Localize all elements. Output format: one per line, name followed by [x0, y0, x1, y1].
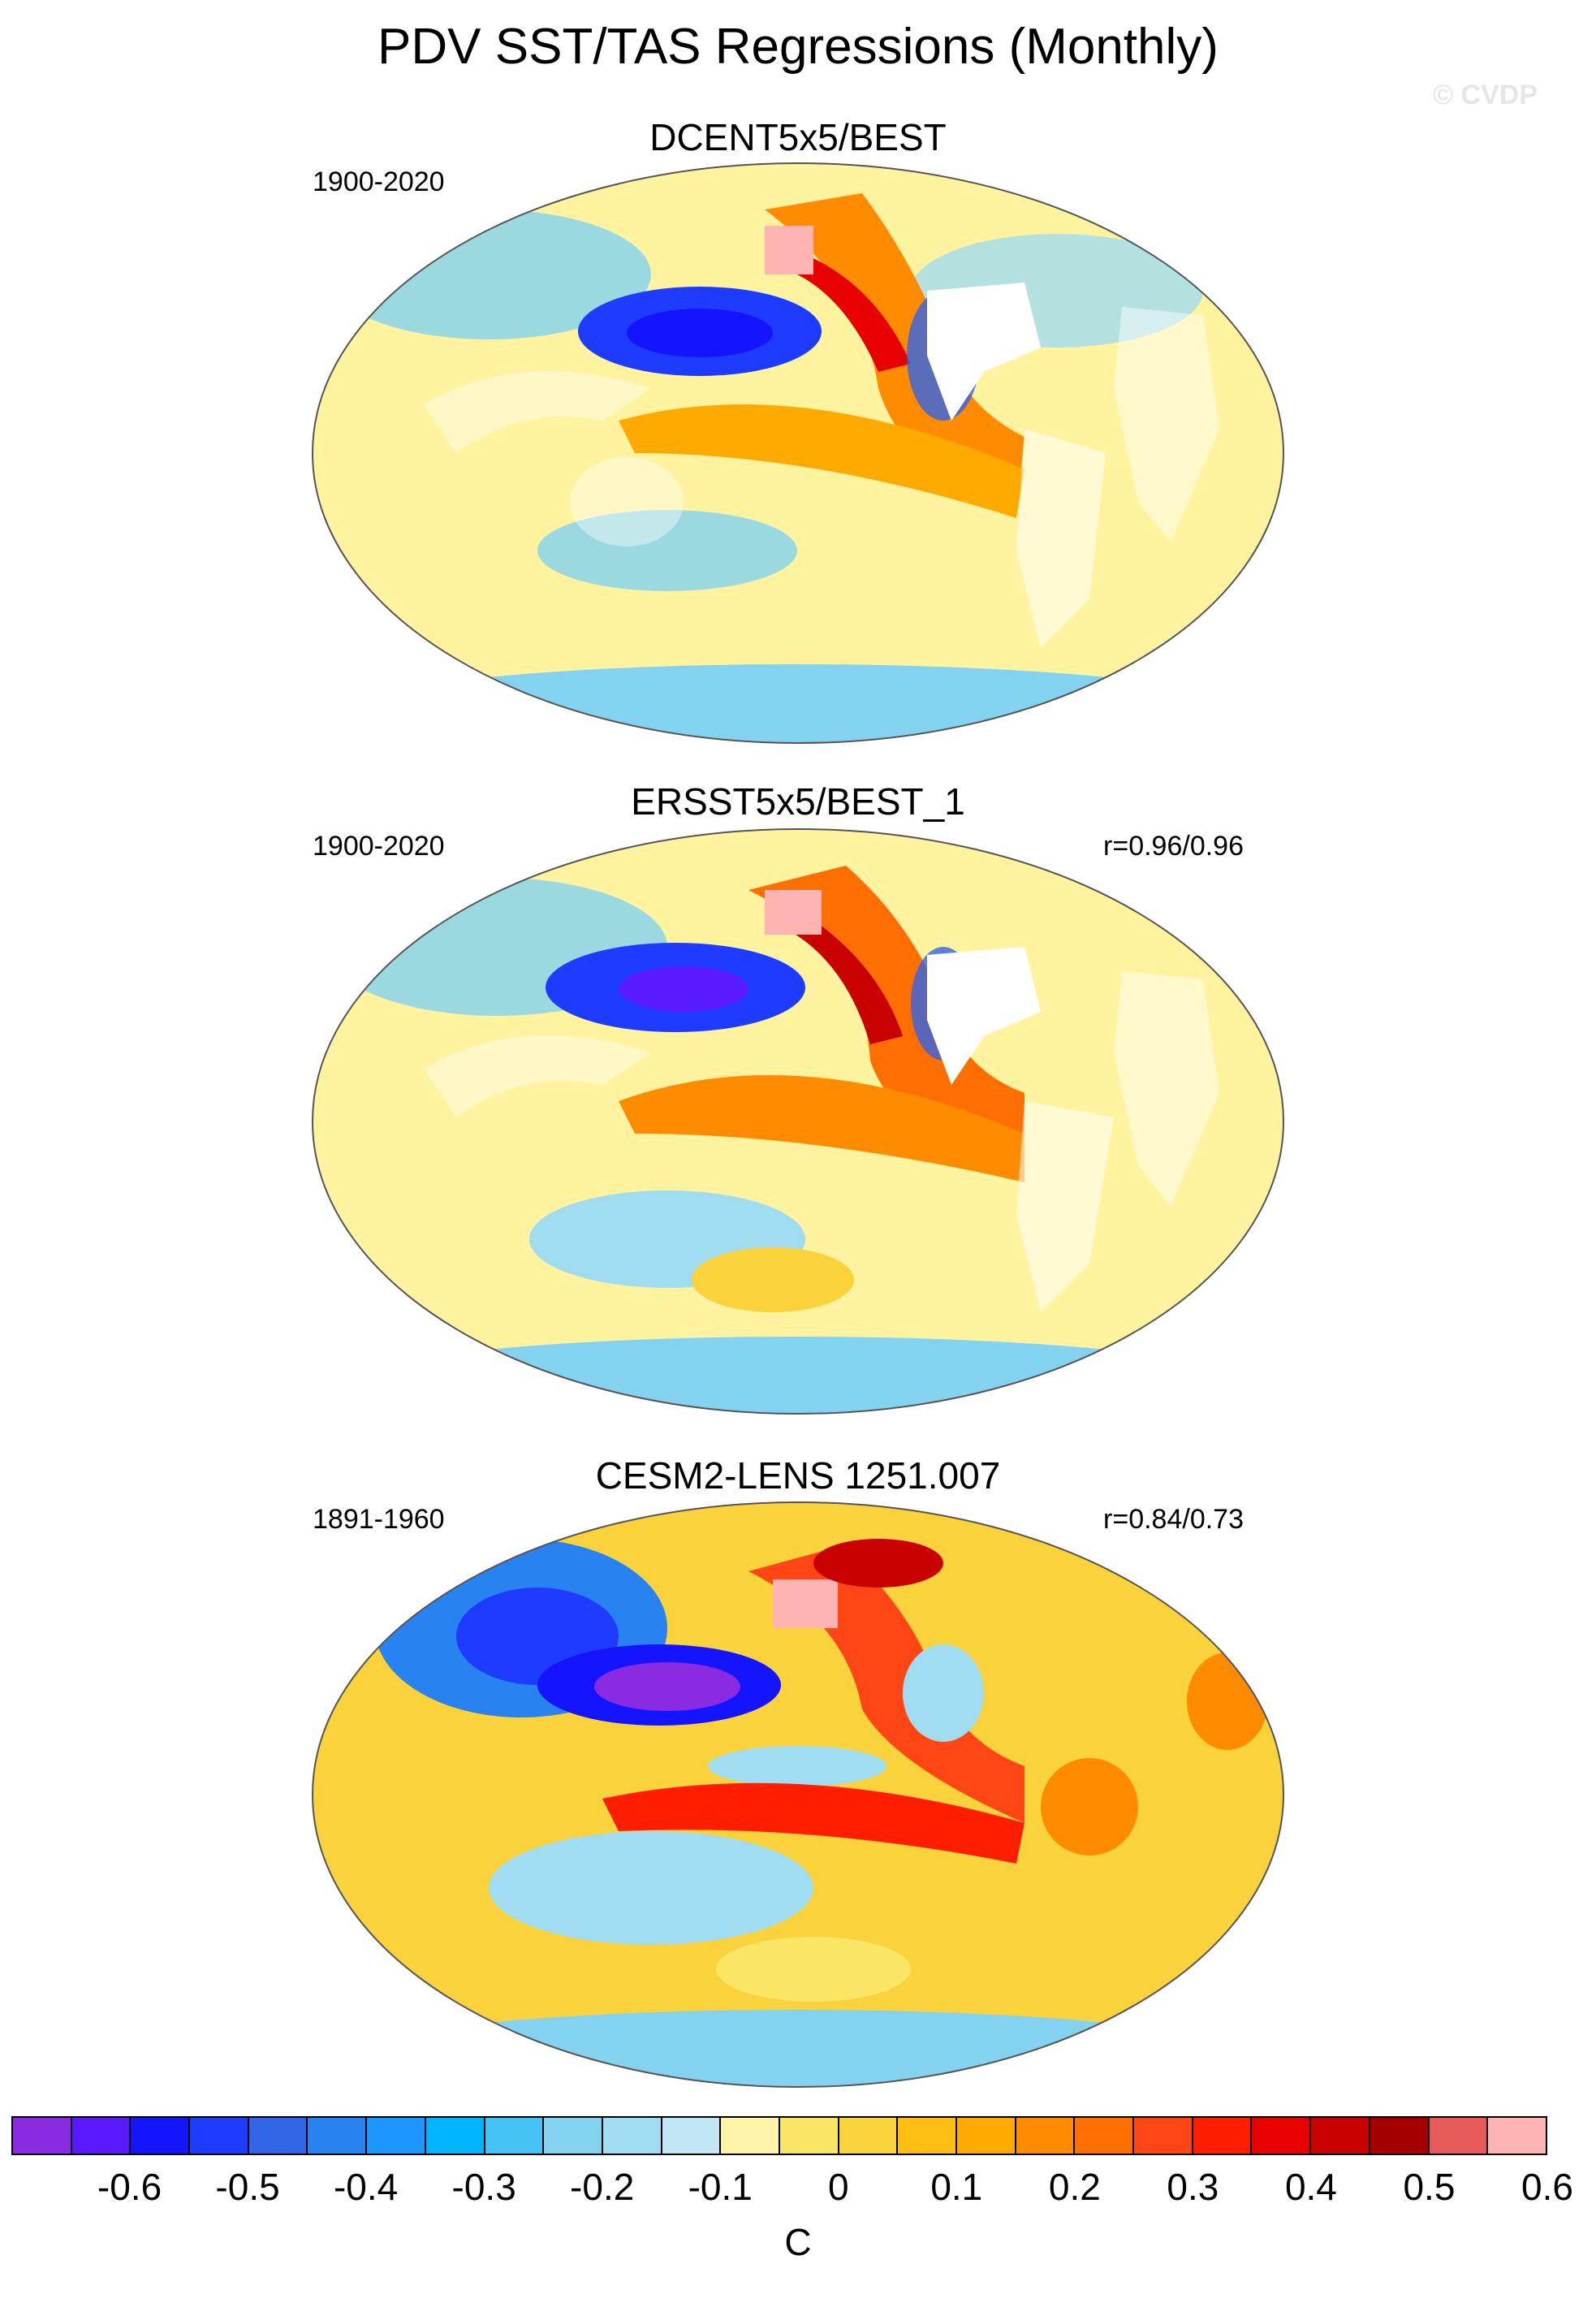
- colorbar-tick-label: 0.4: [1284, 2166, 1337, 2208]
- colorbar-tick-label: 0.6: [1521, 2166, 1573, 2208]
- panel-corr-3: r=0.84/0.73: [1103, 1504, 1244, 1535]
- regression-map-1: [312, 162, 1284, 744]
- colorbar-cell: [425, 2118, 485, 2154]
- colorbar-cell: [190, 2118, 249, 2154]
- panel-title-3: CESM2-LENS 1251.007: [595, 1454, 1001, 1497]
- colorbar-cell: [898, 2118, 957, 2154]
- colorbar-tick-label: 0.1: [930, 2166, 983, 2208]
- colorbar-cell: [662, 2118, 722, 2154]
- colorbar-tick-label: -0.3: [451, 2166, 516, 2208]
- cvdp-watermark: © CVDP: [1433, 80, 1538, 110]
- colorbar-cell: [839, 2118, 899, 2154]
- colorbar-cell: [1370, 2118, 1430, 2154]
- colorbar-cell: [602, 2118, 662, 2154]
- colorbar-unit: C: [784, 2221, 812, 2263]
- figure-title: PDV SST/TAS Regressions (Monthly): [377, 19, 1219, 75]
- colorbar-cell: [779, 2118, 839, 2154]
- colorbar-cell: [367, 2118, 426, 2154]
- colorbar-cell: [1134, 2118, 1193, 2154]
- colorbar-tick-label: -0.6: [97, 2166, 162, 2208]
- panel-title-2: ERSST5x5/BEST_1: [631, 780, 965, 823]
- colorbar-cell: [1252, 2118, 1312, 2154]
- colorbar-cell: [1311, 2118, 1370, 2154]
- colorbar-tick-label: 0.3: [1167, 2166, 1219, 2208]
- colorbar-cell: [248, 2118, 308, 2154]
- colorbar-cell: [1193, 2118, 1253, 2154]
- colorbar-tick-label: -0.2: [570, 2166, 635, 2208]
- colorbar-cell: [957, 2118, 1016, 2154]
- panel-period-1: 1900-2020: [313, 166, 445, 197]
- panel-corr-2: r=0.96/0.96: [1103, 831, 1244, 862]
- colorbar-cell: [1075, 2118, 1135, 2154]
- colorbar-tick-label: 0: [827, 2166, 849, 2208]
- colorbar-tick-label: -0.1: [688, 2166, 753, 2208]
- colorbar-cell: [13, 2118, 72, 2154]
- colorbar-cell: [544, 2118, 603, 2154]
- panel-title-1: DCENT5x5/BEST: [649, 116, 947, 158]
- colorbar: [11, 2116, 1547, 2155]
- colorbar-tick-label: -0.4: [333, 2166, 399, 2208]
- colorbar-tick-label: -0.5: [215, 2166, 280, 2208]
- colorbar-cell: [308, 2118, 368, 2154]
- colorbar-tick-label: 0.2: [1048, 2166, 1101, 2208]
- colorbar-tick-label: 0.5: [1403, 2166, 1456, 2208]
- colorbar-cell: [1016, 2118, 1076, 2154]
- colorbar-cell: [721, 2118, 780, 2154]
- regression-map-2: [312, 828, 1284, 1415]
- panel-period-3: 1891-1960: [313, 1504, 445, 1535]
- colorbar-cell: [131, 2118, 191, 2154]
- colorbar-cell: [1429, 2118, 1489, 2154]
- colorbar-cell: [71, 2118, 132, 2154]
- colorbar-cell: [1488, 2118, 1546, 2154]
- colorbar-cell: [485, 2118, 545, 2154]
- regression-map-3: [312, 1501, 1284, 2088]
- panel-period-2: 1900-2020: [313, 831, 445, 862]
